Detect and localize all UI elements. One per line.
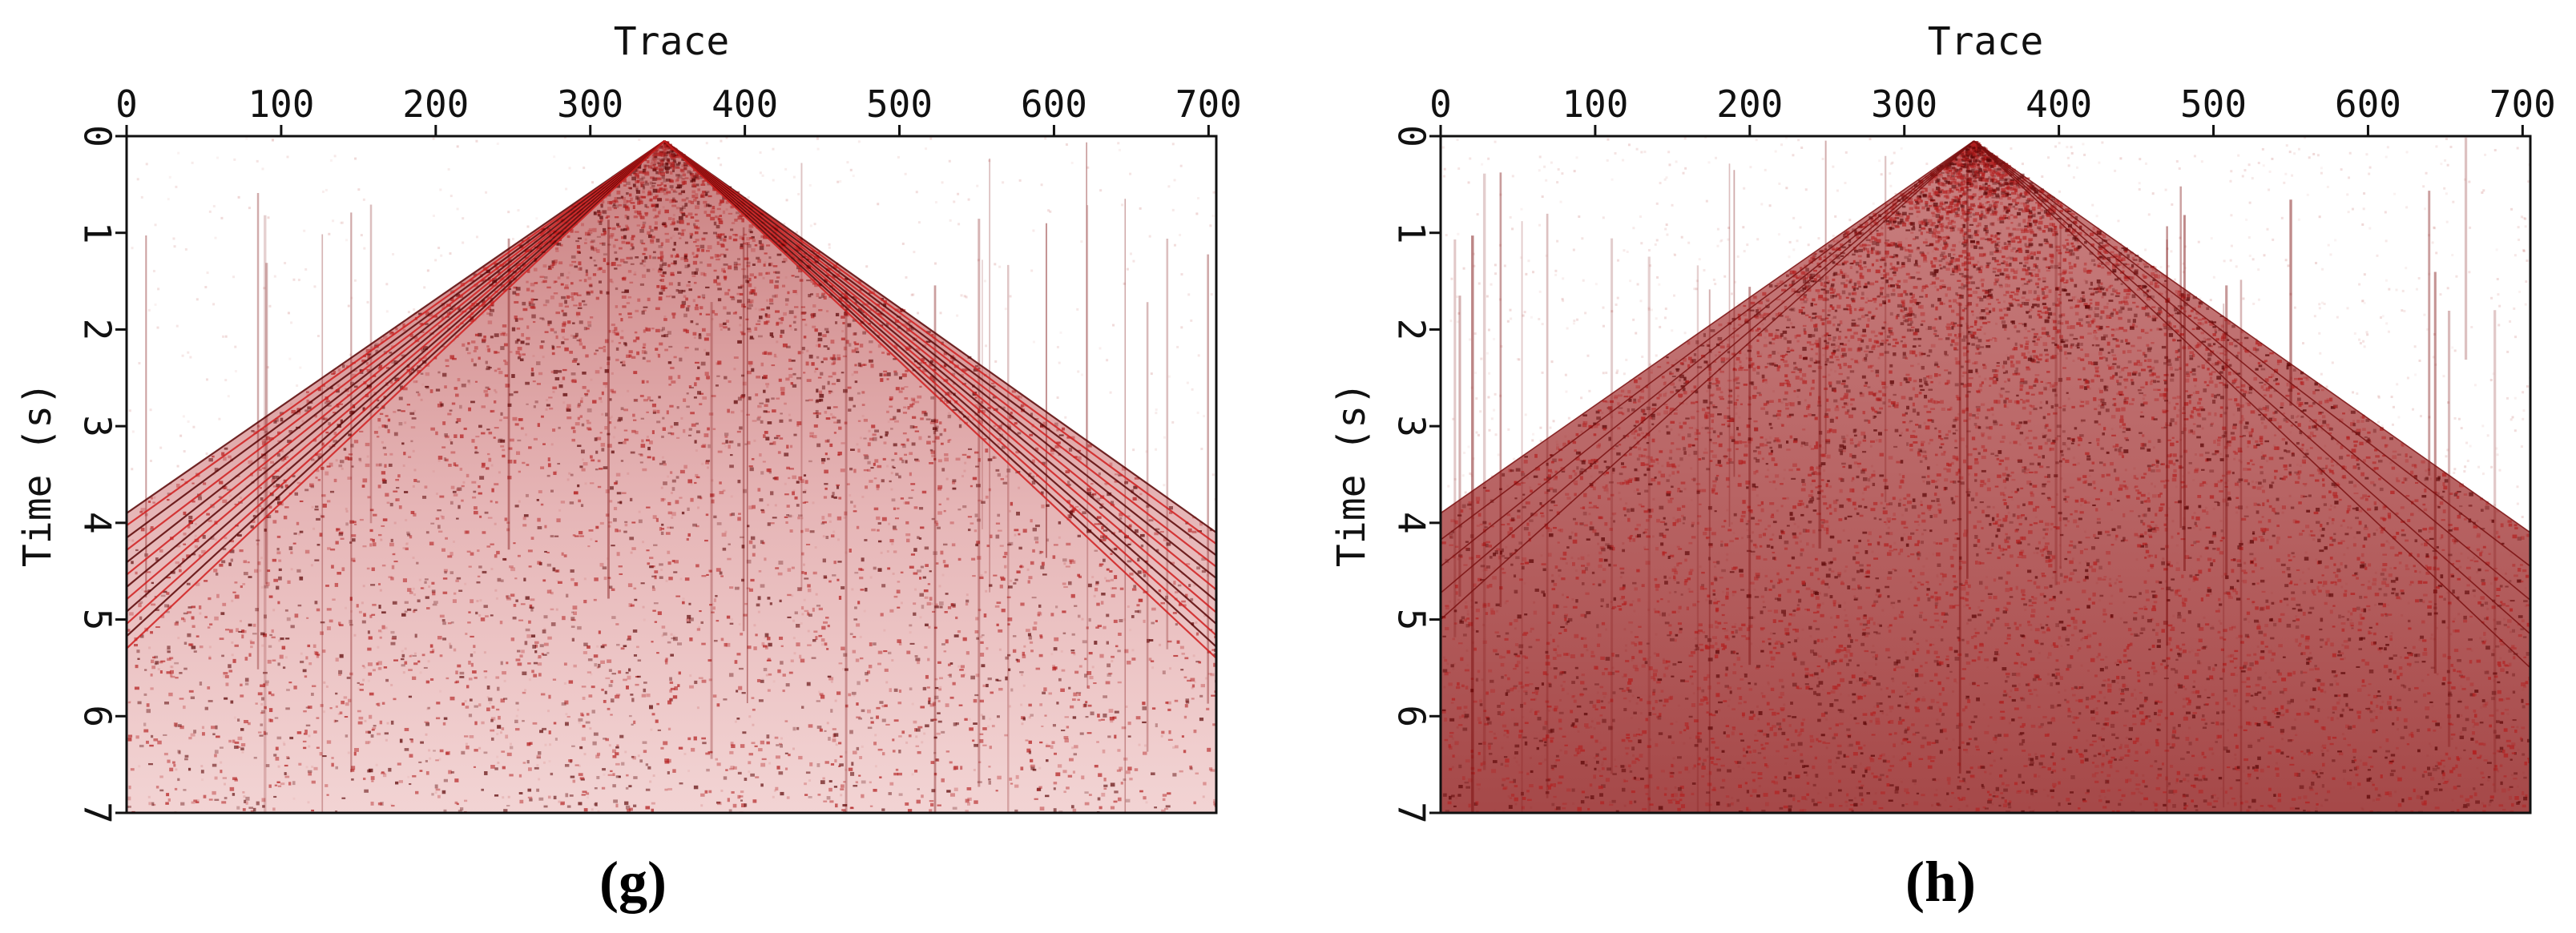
y-axis-title-g: Time (s) bbox=[15, 382, 60, 567]
x-tick-label-h-0: 0 bbox=[1429, 82, 1452, 126]
x-tick-label-h-7: 700 bbox=[2489, 82, 2556, 126]
x-axis-title-g: Trace bbox=[614, 19, 730, 64]
y-axis-title-h: Time (s) bbox=[1329, 382, 1374, 567]
seismic-image-g bbox=[127, 136, 1216, 813]
y-tick-label-h-6: 6 bbox=[1390, 705, 1433, 727]
panel-caption-g: (g) bbox=[599, 850, 667, 914]
panel-g: 0 100 200 300 400 500 600 700 0 1 2 3 4 5 6 7 Trace Time … bbox=[0, 0, 1266, 933]
y-tick-label-g-1: 1 bbox=[76, 222, 119, 244]
y-tick-label-h-7: 7 bbox=[1390, 802, 1433, 824]
seismic-plot-h: 0 100 200 300 400 500 600 700 0 1 2 3 4 5 6 7 Trace Time … bbox=[1329, 19, 2556, 914]
panel-caption-h: (h) bbox=[1905, 850, 1976, 914]
cone-region-g bbox=[127, 141, 1216, 813]
x-tick-label-h-2: 200 bbox=[1716, 82, 1783, 126]
y-tick-label-g-0: 0 bbox=[76, 125, 119, 147]
y-tick-label-g-7: 7 bbox=[76, 802, 119, 824]
x-tick-label-h-1: 100 bbox=[1562, 82, 1628, 126]
x-tick-label-g-0: 0 bbox=[115, 82, 138, 126]
y-tick-label-g-5: 5 bbox=[76, 609, 119, 631]
plot-frame-h bbox=[1439, 135, 2532, 814]
y-tick-label-g-4: 4 bbox=[76, 512, 119, 534]
seismic-plot-g: 0 100 200 300 400 500 600 700 0 1 2 3 4 5 6 7 Trace Time … bbox=[15, 19, 1242, 914]
plot-frame-g bbox=[125, 135, 1218, 814]
x-tick-label-h-6: 600 bbox=[2335, 82, 2401, 126]
y-tick-label-g-6: 6 bbox=[76, 705, 119, 727]
x-tick-label-g-4: 400 bbox=[712, 82, 778, 126]
y-tick-label-g-2: 2 bbox=[76, 319, 119, 341]
y-tick-label-h-0: 0 bbox=[1390, 125, 1433, 147]
panel-h: 0 100 200 300 400 500 600 700 0 1 2 3 4 5 6 7 Trace Time … bbox=[1314, 0, 2576, 933]
y-tick-label-h-1: 1 bbox=[1390, 222, 1433, 244]
x-tick-label-g-6: 600 bbox=[1021, 82, 1087, 126]
x-tick-label-h-3: 300 bbox=[1871, 82, 1937, 126]
y-tick-label-g-3: 3 bbox=[76, 415, 119, 437]
x-tick-label-g-2: 200 bbox=[402, 82, 469, 126]
y-tick-label-h-4: 4 bbox=[1390, 512, 1433, 534]
x-tick-label-g-3: 300 bbox=[557, 82, 623, 126]
seismic-image-h bbox=[1441, 136, 2530, 813]
x-tick-label-g-5: 500 bbox=[866, 82, 933, 126]
x-tick-label-h-5: 500 bbox=[2180, 82, 2247, 126]
y-tick-label-h-5: 5 bbox=[1390, 609, 1433, 631]
y-tick-label-h-2: 2 bbox=[1390, 319, 1433, 341]
x-tick-label-g-1: 100 bbox=[248, 82, 314, 126]
x-axis-title-h: Trace bbox=[1928, 19, 2044, 64]
x-tick-label-h-4: 400 bbox=[2026, 82, 2092, 126]
x-tick-label-g-7: 700 bbox=[1175, 82, 1242, 126]
y-tick-label-h-3: 3 bbox=[1390, 415, 1433, 437]
